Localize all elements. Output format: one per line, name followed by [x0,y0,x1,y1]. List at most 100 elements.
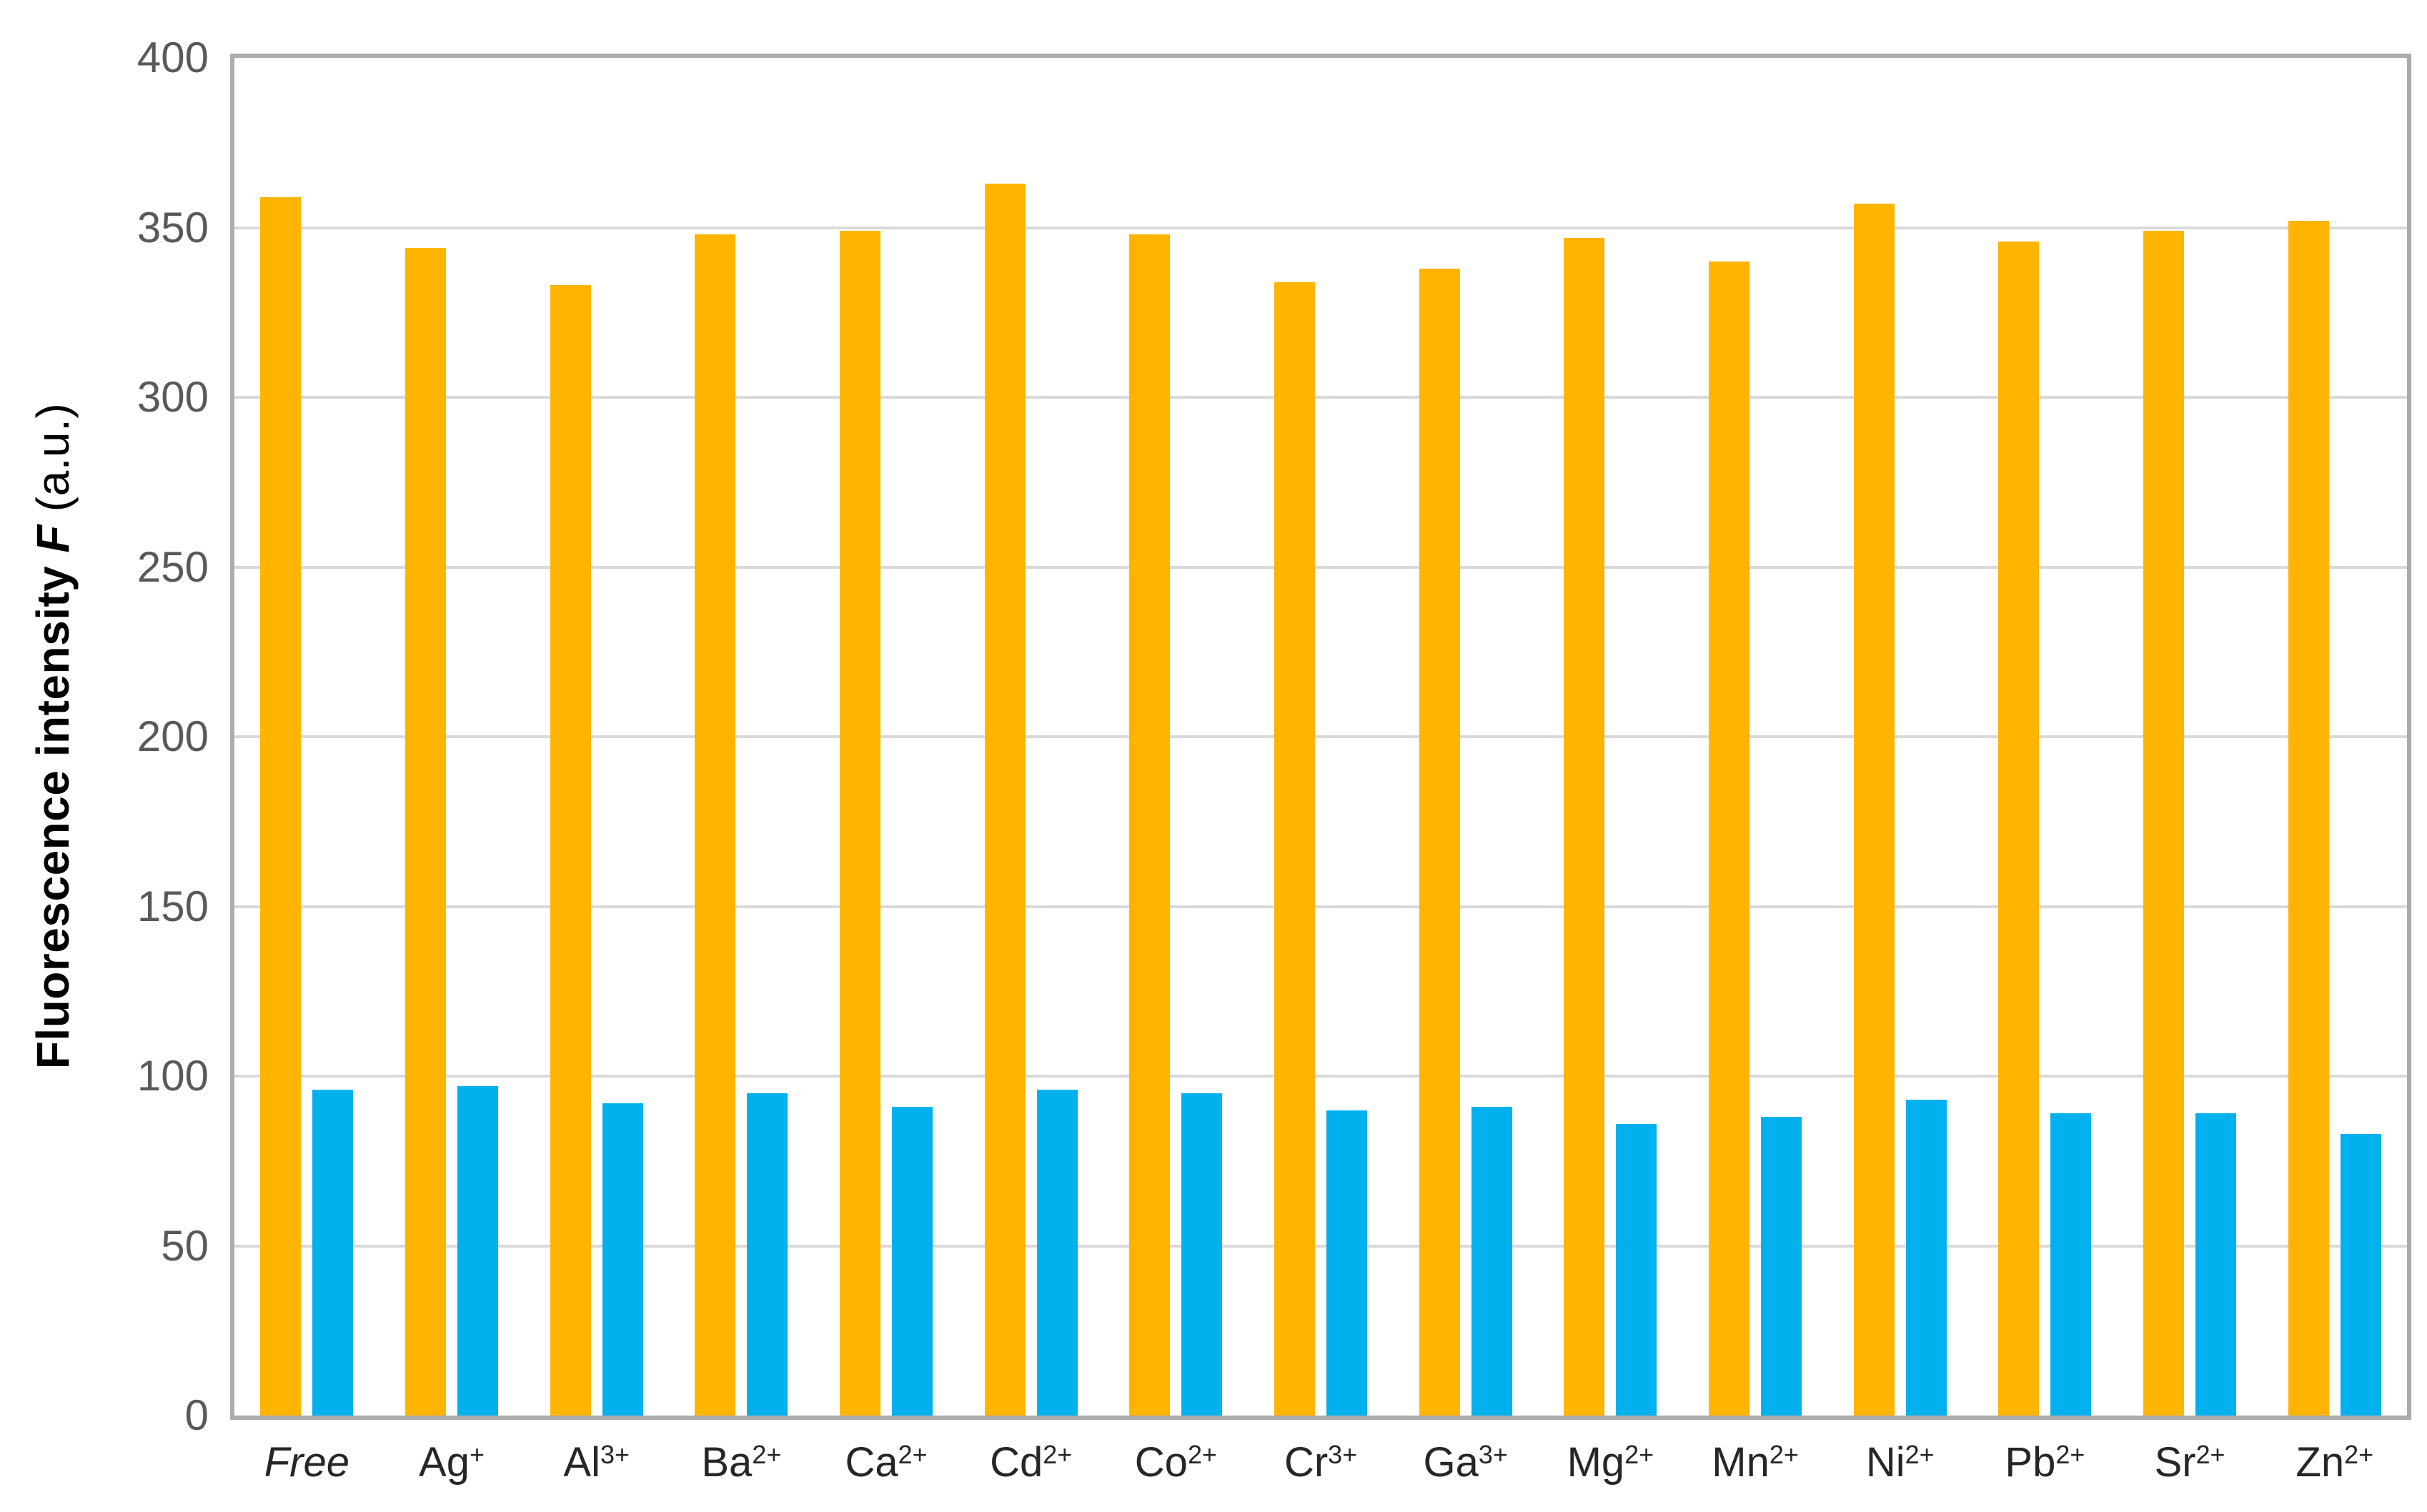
bar-blue-Cd [1036,1090,1078,1416]
category-Pb [1972,58,2118,1416]
x-label-base: Cd [990,1439,1043,1486]
bar-blue-Al [602,1103,643,1416]
x-label-Cd: Cd2+ [958,1432,1103,1501]
bar-blue-Free [312,1090,354,1416]
x-label-charge: 2+ [1624,1440,1654,1470]
bar-blue-Pb [2050,1113,2092,1416]
bar-orange-Sr [2143,231,2185,1416]
x-label-Ca: Ca2+ [814,1432,959,1501]
bar-orange-Pb [1998,241,2040,1416]
x-label-Co: Co2+ [1103,1432,1249,1501]
bar-orange-Cr [1274,282,1316,1416]
plot-area [230,54,2411,1420]
x-label-base: Ba [701,1439,753,1486]
x-label-base: Ga [1423,1439,1479,1486]
bar-series [234,58,2407,1416]
bar-orange-Ni [1853,204,1895,1416]
x-label-Al: Al3+ [524,1432,669,1501]
category-Sr [2118,58,2263,1416]
x-label-charge: 2+ [2195,1440,2225,1470]
category-Ga [1393,58,1538,1416]
gridline-250 [234,565,2407,569]
category-Free [234,58,379,1416]
bar-blue-Mg [1616,1123,1657,1416]
x-label-base: Mg [1567,1439,1625,1486]
bar-orange-Co [1129,234,1171,1416]
x-label-Ba: Ba2+ [669,1432,814,1501]
x-label-Pb: Pb2+ [1972,1432,2118,1501]
x-label-Mn: Mn2+ [1683,1432,1828,1501]
y-tick-label-0: 0 [184,1391,209,1439]
x-label-charge: 2+ [2055,1440,2085,1470]
x-label-Sr: Sr2+ [2118,1432,2263,1501]
category-Cd [958,58,1103,1416]
x-label-charge: 2+ [898,1440,928,1470]
bar-orange-Mn [1709,262,1750,1416]
bar-blue-Ba [747,1093,788,1416]
bar-orange-Ca [840,231,881,1416]
x-label-charge: 3+ [1478,1440,1508,1470]
x-label-Zn: Zn2+ [2262,1432,2407,1501]
x-label-Free: Free [234,1432,379,1501]
gridline-150 [234,905,2407,908]
bar-orange-Ba [695,234,736,1416]
x-label-Ga: Ga3+ [1393,1432,1538,1501]
x-label-base: Cr [1284,1439,1329,1486]
x-label-Ni: Ni2+ [1827,1432,1972,1501]
x-label-base: Ni [1865,1439,1905,1486]
x-label-Cr: Cr3+ [1249,1432,1394,1501]
x-label-charge: 3+ [600,1440,630,1470]
gridline-350 [234,226,2407,229]
bar-orange-Zn [2288,221,2329,1416]
x-label-base: Free [264,1439,349,1486]
x-label-base: Sr [2154,1439,2196,1486]
x-label-charge: 2+ [1187,1440,1217,1470]
x-label-base: Pb [2005,1439,2056,1486]
category-Ca [814,58,959,1416]
x-label-charge: 3+ [1328,1440,1358,1470]
gridline-300 [234,396,2407,399]
category-Zn [2262,58,2407,1416]
y-tick-label-300: 300 [137,373,209,421]
x-label-base: Mn [1712,1439,1770,1486]
bar-blue-Cr [1326,1110,1368,1416]
bar-blue-Ga [1471,1106,1512,1416]
x-label-Mg: Mg2+ [1538,1432,1683,1501]
bar-blue-Ag [457,1086,498,1416]
gridline-200 [234,735,2407,738]
y-tick-label-150: 150 [137,882,209,930]
x-label-base: Ag [419,1439,470,1486]
y-tick-label-200: 200 [137,712,209,760]
category-Ag [379,58,525,1416]
gridline-50 [234,1244,2407,1248]
x-label-base: Al [563,1439,600,1486]
bar-blue-Zn [2340,1133,2381,1416]
y-tick-label-50: 50 [161,1221,209,1270]
y-tick-label-250: 250 [137,542,209,591]
bar-orange-Free [260,197,302,1416]
category-Al [524,58,669,1416]
x-label-Ag: Ag+ [379,1432,525,1501]
bar-orange-Ag [405,248,446,1416]
category-Ni [1827,58,1972,1416]
category-Mn [1683,58,1828,1416]
y-tick-label-350: 350 [137,203,209,252]
x-label-base: Ca [845,1439,898,1486]
category-Mg [1538,58,1683,1416]
bar-blue-Ca [892,1106,933,1416]
y-tick-label-100: 100 [137,1052,209,1100]
x-axis-labels: Free Ag+ Al3+ Ba2+ Ca2+ Cd2+ Co2+ Cr3+ Ga3+ Mg2+ M… [234,1432,2407,1501]
x-label-charge: 2+ [1043,1440,1073,1470]
bar-orange-Mg [1564,237,1605,1416]
bar-orange-Al [550,285,591,1416]
bar-blue-Ni [1905,1100,1947,1416]
x-label-charge: 2+ [1769,1440,1799,1470]
x-label-charge: 2+ [2344,1440,2374,1470]
bar-blue-Co [1181,1093,1223,1416]
y-tick-label-400: 400 [137,34,209,81]
x-label-charge: 2+ [1905,1440,1935,1470]
x-label-charge: 2+ [752,1440,782,1470]
x-label-charge: + [469,1440,485,1470]
bar-blue-Sr [2195,1113,2237,1416]
